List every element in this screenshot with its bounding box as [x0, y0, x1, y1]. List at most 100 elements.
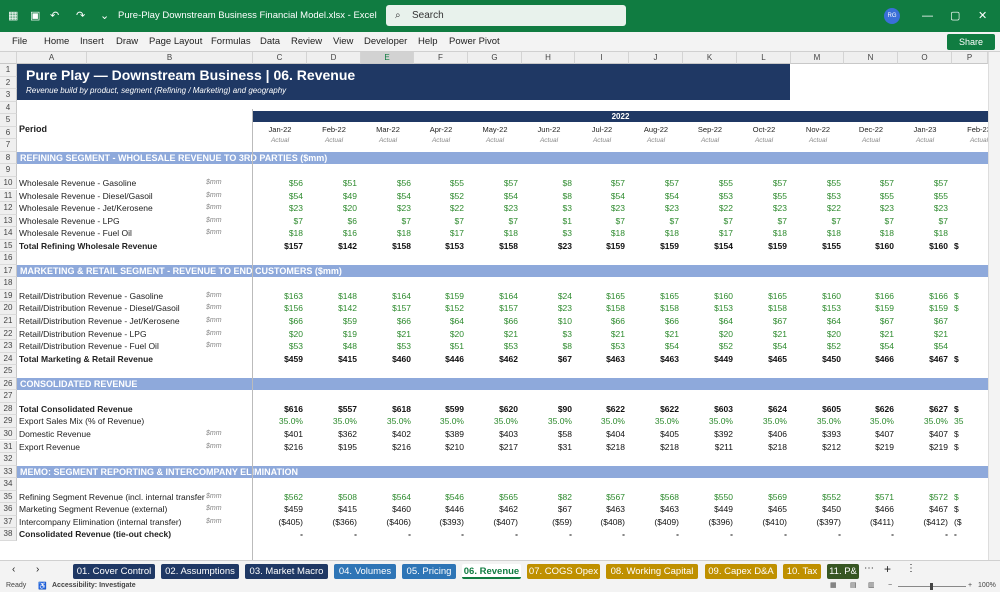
value-cell[interactable]: $159 — [929, 303, 948, 314]
value-cell[interactable]: $ — [954, 353, 959, 364]
value-cell[interactable]: $23 — [933, 203, 948, 214]
value-cell[interactable]: ($405) — [278, 516, 303, 527]
value-cell[interactable]: $166 — [929, 290, 948, 301]
value-cell[interactable] — [954, 315, 988, 328]
row-label[interactable]: Retail/Distribution Revenue - LPG — [19, 328, 147, 339]
value-cell[interactable]: - — [408, 529, 411, 540]
value-cell[interactable]: $66 — [503, 316, 518, 326]
value-cell[interactable]: $459 — [284, 504, 303, 515]
row-header[interactable]: 33 — [0, 465, 17, 479]
column-header-m[interactable]: M — [791, 52, 844, 64]
value-cell[interactable]: $449 — [714, 353, 733, 364]
page-layout-icon[interactable]: ▤ — [850, 582, 857, 589]
value-cell[interactable]: $599 — [445, 403, 464, 414]
value-cell[interactable]: $616 — [284, 403, 303, 414]
value-cell[interactable]: $8 — [562, 190, 572, 201]
row-header[interactable]: 22 — [0, 327, 17, 341]
value-cell[interactable]: $55 — [449, 177, 464, 188]
value-cell[interactable]: $54 — [933, 341, 948, 352]
menu-home[interactable]: Home — [44, 36, 70, 47]
value-cell[interactable]: $165 — [606, 290, 625, 301]
value-cell[interactable]: $56 — [288, 177, 303, 188]
page-break-icon[interactable]: ▥ — [868, 582, 875, 589]
value-cell[interactable]: ($412) — [923, 516, 948, 527]
value-cell[interactable] — [954, 340, 988, 353]
menu-help[interactable]: Help — [418, 36, 438, 47]
value-cell[interactable]: $567 — [606, 491, 625, 502]
zoom-level[interactable]: 100% — [978, 582, 996, 589]
value-cell[interactable]: $393 — [822, 428, 841, 439]
value-cell[interactable]: $53 — [826, 190, 841, 201]
unit-label[interactable]: $mm — [206, 342, 222, 350]
menu-formulas[interactable]: Formulas — [211, 36, 251, 47]
value-cell[interactable]: $159 — [606, 240, 625, 251]
value-cell[interactable]: $158 — [768, 303, 787, 314]
value-cell[interactable]: $7 — [508, 215, 518, 226]
value-cell[interactable]: - — [954, 529, 957, 540]
value-cell[interactable]: $165 — [768, 290, 787, 301]
value-cell[interactable]: $7 — [884, 215, 894, 226]
value-cell[interactable]: $407 — [875, 428, 894, 439]
value-cell[interactable]: $557 — [338, 403, 357, 414]
value-cell[interactable]: $53 — [396, 341, 411, 352]
value-cell[interactable]: $21 — [396, 328, 411, 339]
value-cell[interactable]: $218 — [606, 441, 625, 452]
value-cell[interactable]: ($59) — [552, 516, 572, 527]
value-cell[interactable]: $362 — [338, 428, 357, 439]
value-cell[interactable]: $460 — [392, 353, 411, 364]
value-cell[interactable]: $54 — [610, 190, 625, 201]
value-cell[interactable]: $7 — [777, 215, 787, 226]
value-cell[interactable]: 35.0% — [869, 416, 894, 427]
value-cell[interactable]: 35.0% — [923, 416, 948, 427]
value-cell[interactable]: $164 — [392, 290, 411, 301]
value-cell[interactable]: 35.0% — [278, 416, 303, 427]
value-cell[interactable]: $17 — [449, 228, 464, 239]
value-cell[interactable]: $157 — [499, 303, 518, 314]
row-header[interactable]: 26 — [0, 377, 17, 391]
value-cell[interactable]: ($ — [954, 516, 962, 527]
value-cell[interactable]: $ — [954, 403, 959, 414]
value-cell[interactable]: $158 — [660, 303, 679, 314]
value-cell[interactable] — [954, 328, 988, 341]
value-cell[interactable]: $7 — [723, 215, 733, 226]
value-cell[interactable]: - — [891, 529, 894, 540]
value-cell[interactable]: $18 — [933, 228, 948, 239]
value-cell[interactable]: $58 — [557, 428, 572, 439]
value-cell[interactable]: $3 — [562, 228, 572, 239]
unit-label[interactable]: $mm — [206, 329, 222, 337]
value-cell[interactable]: $7 — [669, 215, 679, 226]
sheet-tab[interactable]: 11. P& — [827, 564, 859, 579]
row-header[interactable]: 1 — [0, 64, 17, 77]
value-cell[interactable]: $22 — [449, 203, 464, 214]
sheet-tab[interactable]: 09. Capex D&A — [705, 564, 777, 579]
column-header-i[interactable]: I — [575, 52, 629, 64]
value-cell[interactable]: $142 — [338, 240, 357, 251]
value-cell[interactable]: $450 — [822, 504, 841, 515]
value-cell[interactable]: $3 — [562, 203, 572, 214]
column-header-o[interactable]: O — [898, 52, 952, 64]
value-cell[interactable]: $467 — [929, 353, 948, 364]
row-label[interactable]: Refining Segment Revenue (incl. internal… — [19, 491, 205, 502]
value-cell[interactable]: $7 — [293, 215, 303, 226]
value-cell[interactable]: $158 — [499, 240, 518, 251]
value-cell[interactable]: $57 — [772, 177, 787, 188]
column-header-a[interactable]: A — [17, 52, 87, 64]
value-cell[interactable]: $53 — [288, 341, 303, 352]
value-cell[interactable]: $57 — [664, 177, 679, 188]
value-cell[interactable]: $24 — [557, 290, 572, 301]
value-cell[interactable]: $569 — [768, 491, 787, 502]
row-header[interactable]: 10 — [0, 176, 17, 190]
value-cell[interactable] — [954, 227, 988, 240]
value-cell[interactable]: $155 — [822, 240, 841, 251]
value-cell[interactable]: $216 — [392, 441, 411, 452]
value-cell[interactable]: $18 — [772, 228, 787, 239]
unit-label[interactable]: $mm — [206, 304, 222, 312]
value-cell[interactable]: $23 — [879, 203, 894, 214]
value-cell[interactable]: $219 — [929, 441, 948, 452]
value-cell[interactable]: - — [730, 529, 733, 540]
value-cell[interactable]: $153 — [445, 240, 464, 251]
value-cell[interactable]: $64 — [826, 316, 841, 326]
row-header[interactable]: 4 — [0, 101, 17, 115]
value-cell[interactable]: $165 — [660, 290, 679, 301]
accessibility-status[interactable]: Accessibility: Investigate — [52, 582, 136, 589]
